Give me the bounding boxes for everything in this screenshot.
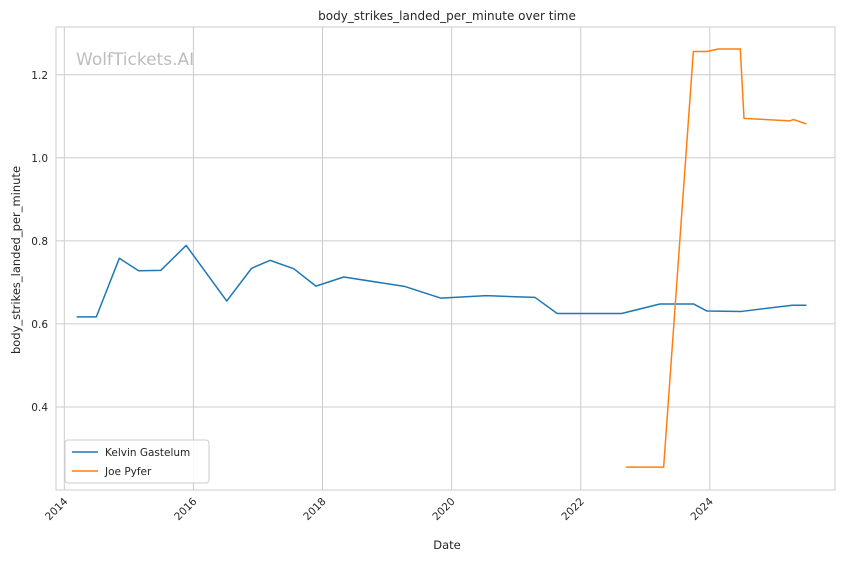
x-tick-label: 2022 xyxy=(559,496,586,523)
plot-area-frame xyxy=(55,26,836,491)
y-tick-label: 0.4 xyxy=(31,402,48,414)
watermark: WolfTickets.AI xyxy=(76,50,194,70)
x-tick-label: 2024 xyxy=(689,495,717,523)
y-tick-label: 0.6 xyxy=(31,319,48,331)
x-tick-label: 2020 xyxy=(430,496,457,523)
series-line-joe-pyfer xyxy=(625,48,807,468)
series-line-kelvin-gastelum xyxy=(76,244,807,318)
y-tick-label: 1.0 xyxy=(31,153,48,165)
x-axis-label: Date xyxy=(433,538,461,552)
y-tick-label: 0.8 xyxy=(31,236,48,248)
x-tick-label: 2018 xyxy=(301,496,328,523)
grid xyxy=(56,27,835,490)
x-tick-labels: 2014 2016 2018 2020 2022 2024 xyxy=(43,495,716,523)
y-tick-label: 1.2 xyxy=(31,70,48,82)
legend-box xyxy=(64,439,210,484)
x-tick-label: 2014 xyxy=(43,495,71,523)
y-tick-labels: 0.4 0.6 0.8 1.0 1.2 xyxy=(31,70,48,414)
chart-title: body_strikes_landed_per_minute over time xyxy=(318,9,576,23)
y-axis-label: body_strikes_landed_per_minute xyxy=(9,166,23,354)
legend-label-kelvin-gastelum: Kelvin Gastelum xyxy=(105,447,190,459)
x-tick-label: 2016 xyxy=(172,495,200,523)
legend: Kelvin Gastelum Joe Pyfer xyxy=(64,439,210,484)
legend-label-joe-pyfer: Joe Pyfer xyxy=(104,466,152,478)
series-lines xyxy=(76,48,807,468)
